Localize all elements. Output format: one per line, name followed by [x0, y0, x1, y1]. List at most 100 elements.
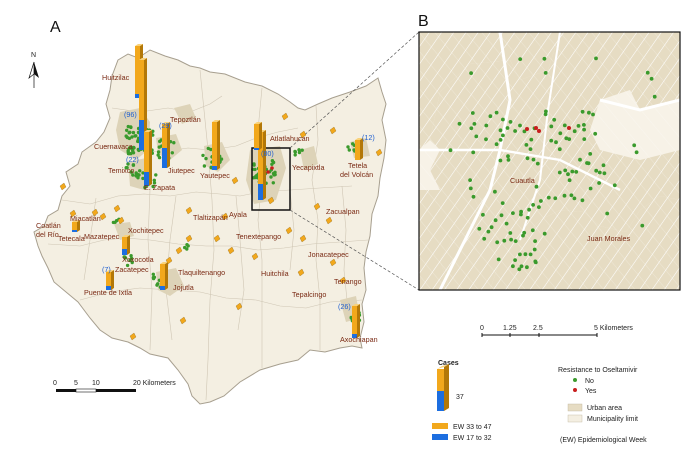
case-dot [509, 237, 513, 242]
case-dot [578, 157, 582, 162]
case-marker [185, 206, 193, 215]
label-axochiapan: Axochiapan [340, 335, 378, 344]
case-marker [329, 258, 337, 267]
count-axochiapan: (26) [338, 302, 351, 311]
label-atlatlahucan: Atlatlahucan [270, 134, 310, 143]
case-dot [470, 111, 475, 115]
case-marker [213, 234, 221, 243]
case-dot [601, 163, 606, 168]
case-dot [585, 161, 589, 165]
case-dot [495, 240, 500, 245]
case-marker [129, 332, 137, 341]
case-marker [99, 212, 107, 221]
case-marker [175, 246, 183, 255]
case-marker [91, 208, 99, 217]
panel-a-label: A [50, 19, 61, 36]
case-dot [151, 276, 156, 281]
case-dot [484, 123, 489, 128]
case-dot [572, 196, 577, 201]
label-jiutepec: Jiutepec [168, 166, 195, 175]
case-dot [126, 152, 131, 156]
case-dot [533, 239, 537, 244]
case-bar [162, 122, 170, 168]
case-dot [152, 178, 156, 182]
case-dot [506, 158, 511, 162]
case-dot [511, 264, 515, 269]
case-dot [128, 130, 132, 134]
label-huitzilac: Huitzilac [102, 73, 130, 82]
municipality-labels: Huitzilac Tepoztlán Cuernavaca Jiutepec … [36, 73, 378, 344]
case-dot [567, 178, 572, 183]
case-dot [557, 170, 562, 175]
case-dot [597, 170, 602, 175]
case-dot [562, 123, 567, 128]
case-dot [544, 109, 548, 114]
case-dot [493, 218, 498, 223]
case-dot [468, 178, 472, 183]
case-dot [530, 228, 535, 233]
case-dot [273, 172, 277, 177]
label-tepalcingo: Tepalcingo [292, 290, 326, 299]
case-dot [498, 158, 503, 163]
label-tenango: Tenango [334, 277, 362, 286]
case-dot [253, 175, 257, 179]
legend-ew-early-swatch [432, 434, 448, 440]
legend-resistance-title: Resistance to Oseltamivir [558, 367, 638, 374]
north-label: N [31, 52, 36, 59]
case-dot [506, 154, 510, 159]
legend-ew-early: EW 17 to 32 [453, 435, 492, 442]
case-marker [329, 126, 337, 135]
case-dot [469, 126, 474, 131]
case-dot [549, 124, 554, 129]
case-dot [347, 148, 351, 152]
case-dot [253, 167, 257, 172]
case-dot [448, 148, 453, 153]
case-marker [235, 302, 243, 311]
case-dot [128, 258, 132, 263]
case-bar [352, 304, 360, 338]
case-dot [300, 148, 304, 152]
case-dot [474, 134, 479, 139]
case-dot [594, 168, 599, 173]
case-dot [123, 255, 127, 259]
case-dot [500, 201, 505, 206]
case-dot [131, 163, 136, 167]
legend-ew-late: EW 33 to 47 [453, 424, 492, 431]
scale-a-tick-5: 5 [74, 380, 78, 387]
north-arrow-icon: N [28, 52, 39, 88]
case-dot [126, 124, 130, 129]
label-ezapata: E. Zapata [144, 183, 175, 192]
case-dot [632, 143, 637, 148]
scale-b-tick-2: 2.5 [533, 325, 543, 332]
case-dot [587, 110, 591, 115]
legend-yes-dot [573, 388, 577, 392]
case-dot [499, 213, 504, 218]
case-dot [640, 223, 645, 228]
case-dot [201, 153, 205, 158]
case-dot [457, 121, 462, 126]
case-dot [138, 169, 142, 173]
zoom-connector-bottom [289, 209, 420, 291]
label-yecapixtla: Yecapixtla [292, 163, 325, 172]
case-dot [531, 157, 536, 162]
case-dot [129, 170, 133, 174]
case-dot [472, 122, 477, 126]
case-dot [518, 57, 523, 61]
case-dot [534, 184, 539, 189]
case-marker [69, 209, 77, 218]
case-dot [471, 194, 476, 199]
resistant-case-dot [270, 166, 274, 170]
count-jiutepec: (29) [159, 121, 172, 130]
case-marker [227, 246, 235, 255]
case-dot [542, 56, 547, 61]
case-dot [130, 260, 134, 265]
case-dot [513, 129, 517, 133]
resistant-case-dot [537, 129, 541, 133]
count-temixco: (22) [126, 155, 139, 164]
count-cuernavaca: (96) [124, 110, 137, 119]
case-dot [525, 215, 530, 220]
case-dot [172, 141, 176, 145]
case-dot [519, 212, 523, 217]
case-dot [645, 70, 650, 75]
case-dot [131, 151, 136, 155]
